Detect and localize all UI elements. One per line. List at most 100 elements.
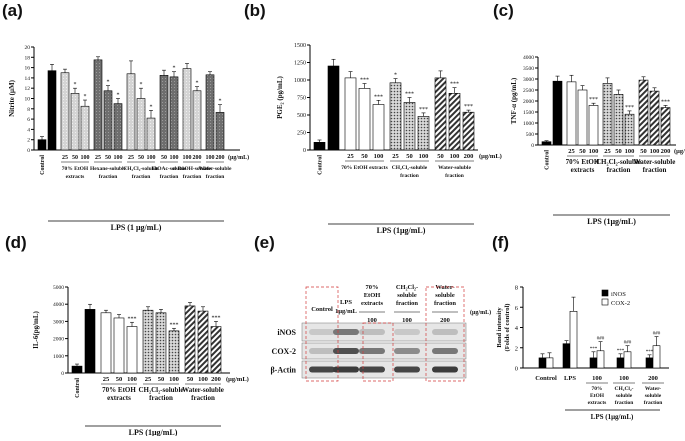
y-axis-label: (Folds of control) xyxy=(504,304,511,352)
dose-label: 100 xyxy=(650,148,660,155)
blot-band xyxy=(432,348,458,354)
bar-cox-2 xyxy=(652,345,661,369)
panel-label: (c) xyxy=(493,1,514,20)
y-axis-label: Nitrite (μM) xyxy=(8,79,16,116)
y-tick-label: 2 xyxy=(515,345,518,352)
group-label: fraction xyxy=(132,174,151,180)
y-tick-label: 1500 xyxy=(294,43,306,49)
legend-label: COX-2 xyxy=(611,300,630,307)
blot-band xyxy=(309,366,335,373)
bar-5-0 xyxy=(205,74,215,151)
highlight-box xyxy=(425,286,465,382)
group-header: fraction xyxy=(396,300,418,307)
y-tick-label: 1000 xyxy=(53,354,64,360)
bar-control xyxy=(541,141,552,146)
bar-control xyxy=(71,365,83,374)
group-label: fraction xyxy=(615,400,634,406)
y-tick-label: 14 xyxy=(25,76,31,82)
dose-label: 50 xyxy=(406,153,413,160)
y-tick-label: 4000 xyxy=(53,302,64,308)
y-tick-label: 1000 xyxy=(294,78,306,84)
dose-label: 25 xyxy=(103,376,110,383)
dose-label: 50 xyxy=(72,155,78,161)
bar-1-2 xyxy=(113,103,123,151)
y-tick-label: 2000 xyxy=(523,99,534,105)
group-label: fraction xyxy=(206,174,225,180)
group-label: fraction xyxy=(644,400,663,406)
dose-label: 200 xyxy=(464,153,474,160)
legend-label: iNOS xyxy=(611,291,626,298)
blot-band xyxy=(432,366,458,373)
y-tick-label: 2500 xyxy=(523,88,534,94)
group-label: fraction xyxy=(183,174,202,180)
bar-4-1 xyxy=(192,90,202,151)
y-tick-label: 0 xyxy=(531,143,534,149)
panel-label: (d) xyxy=(5,233,27,252)
panel-label: (f) xyxy=(492,233,509,252)
x-tick-label: 100 xyxy=(619,375,629,382)
panel-b: (b) 0 250 500 750 1000 1250 1500 PGE₂ (pg/mL) Con… xyxy=(244,1,502,235)
y-tick-label: 1250 xyxy=(294,61,306,67)
bar-2-0 xyxy=(184,305,196,374)
x-tick-label: 100 xyxy=(592,375,602,382)
bar-3-1 xyxy=(169,76,179,151)
dose-label: 100 xyxy=(114,155,123,161)
x-tick-label: LPS xyxy=(564,375,576,382)
bar-0-1 xyxy=(70,93,80,151)
panel-c: (c) 0 500 1000 1500 2000 2500 3000 3500 4000 TNF-α… xyxy=(493,1,685,226)
dose-label: 100 xyxy=(419,153,429,160)
bar-control xyxy=(37,139,47,151)
dose-label: 25 xyxy=(568,148,575,155)
group-header: Water- xyxy=(435,284,454,291)
bar-0-0 xyxy=(60,72,70,151)
unit-label: (μg/mL) xyxy=(226,376,249,383)
panel-a: (a) 0 2 4 6 8 10 12 14 16 18 20 Nitrite (μM) Control 2… xyxy=(2,1,249,232)
bar-lps xyxy=(47,70,57,151)
bar-lps xyxy=(84,309,96,374)
blot-band xyxy=(359,366,385,373)
group-label: Water-soluble xyxy=(199,166,232,172)
bar-2-0 xyxy=(434,77,447,151)
dose-label: 50 xyxy=(138,155,144,161)
group-label: fraction xyxy=(191,394,215,402)
significance-mark: * xyxy=(173,66,176,72)
bar-inos xyxy=(645,357,654,369)
significance-mark: *** xyxy=(589,97,598,103)
y-axis-label: Band intensity xyxy=(496,307,503,348)
group-header: extracts xyxy=(361,300,383,307)
y-tick-label: 0 xyxy=(515,366,518,373)
y-tick-label: 3000 xyxy=(523,77,534,83)
bar-0-0 xyxy=(344,77,357,151)
dose-label: 200 xyxy=(216,155,225,161)
y-tick-label: 250 xyxy=(297,131,306,137)
lane-label: LPS xyxy=(340,299,352,306)
group-label: n-BuOH-soluble xyxy=(173,166,212,172)
bar-1-0 xyxy=(142,309,154,374)
group-header: fraction xyxy=(434,300,456,307)
lps-label: LPS (1μg/mL) xyxy=(587,217,636,226)
group-label: fraction xyxy=(160,174,179,180)
significance-mark: *** xyxy=(170,322,179,328)
dose-label: 50 xyxy=(158,376,165,383)
blot-band xyxy=(394,348,420,354)
dose-label: 100 xyxy=(81,155,90,161)
group-label: fraction xyxy=(149,394,173,402)
significance-mark: * xyxy=(150,104,153,110)
dose-label: 100 xyxy=(374,153,384,160)
control-label: Control xyxy=(545,150,551,170)
group-label: Water- xyxy=(645,386,661,392)
dose-label: 50 xyxy=(437,153,444,160)
y-tick-label: 4 xyxy=(27,127,30,133)
dose-label: 50 xyxy=(105,155,111,161)
group-header: soluble xyxy=(435,292,455,299)
group-label: extracts xyxy=(66,174,85,180)
dose-label: 100 xyxy=(170,155,179,161)
y-tick-label: 750 xyxy=(297,96,306,102)
bar-cox-2 xyxy=(623,351,632,369)
group-label: extracts xyxy=(571,166,595,174)
group-label: 70% EtOH xyxy=(102,386,136,394)
panel-label: (e) xyxy=(254,233,275,252)
significance-mark: *** xyxy=(464,104,473,110)
significance-mark: *** xyxy=(419,107,428,113)
